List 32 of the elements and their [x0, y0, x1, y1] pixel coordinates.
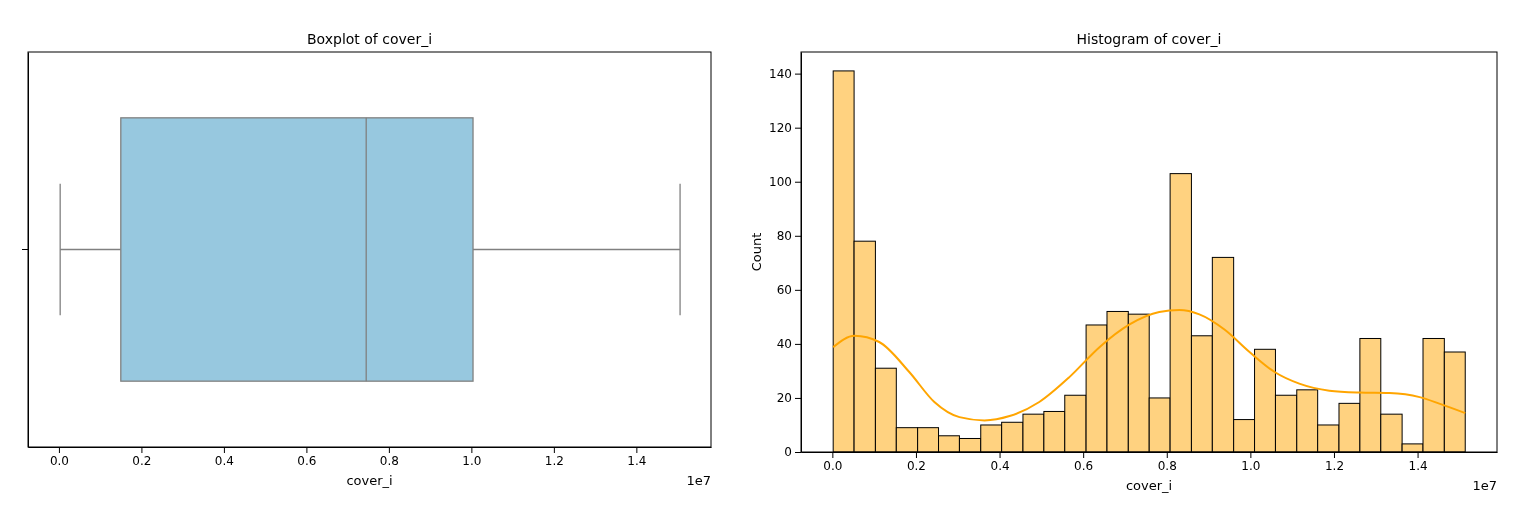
- x-tick-label: 1.0: [1241, 458, 1261, 473]
- y-tick-label: 100: [769, 175, 792, 190]
- y-tick-label: 140: [769, 66, 792, 81]
- x-tick-label: 1.4: [627, 453, 647, 468]
- x-axis-title: cover_i: [346, 473, 393, 488]
- x-tick-label: 1.2: [544, 453, 564, 468]
- x-tick-label: 0.0: [49, 453, 69, 468]
- x-tick-label: 0.6: [1074, 458, 1094, 473]
- x-tick-label: 0.8: [1157, 458, 1177, 473]
- x-tick-label: 1.0: [462, 453, 482, 468]
- x-tick-label: 0.6: [297, 453, 317, 468]
- y-tick-label: 60: [776, 283, 792, 298]
- y-axis-title: Count: [749, 232, 764, 272]
- y-tick-label: 0: [784, 445, 792, 460]
- x-tick-label: 0.8: [379, 453, 399, 468]
- chart-title: Histogram of cover_i: [1076, 31, 1222, 47]
- x-tick-label: 0.4: [990, 458, 1010, 473]
- x-tick-label: 0.2: [132, 453, 152, 468]
- x-tick-label: 1.4: [1408, 458, 1428, 473]
- x-tick-label: 0.4: [214, 453, 234, 468]
- chart-title: Boxplot of cover_i: [306, 31, 433, 47]
- y-tick-label: 40: [776, 337, 792, 352]
- x-tick-label: 0.2: [906, 458, 926, 473]
- text: 1e7: [686, 473, 711, 488]
- x-axis-title: cover_i: [1125, 478, 1173, 493]
- x-tick-label: 1.2: [1324, 458, 1345, 473]
- x-tick-label: 0.0: [823, 458, 843, 473]
- y-tick-label: 120: [769, 121, 792, 136]
- y-tick-label: 80: [776, 229, 792, 244]
- y-tick-label: 20: [776, 391, 792, 406]
- line-series: [832, 309, 1467, 422]
- text: 1e7: [1472, 478, 1497, 493]
